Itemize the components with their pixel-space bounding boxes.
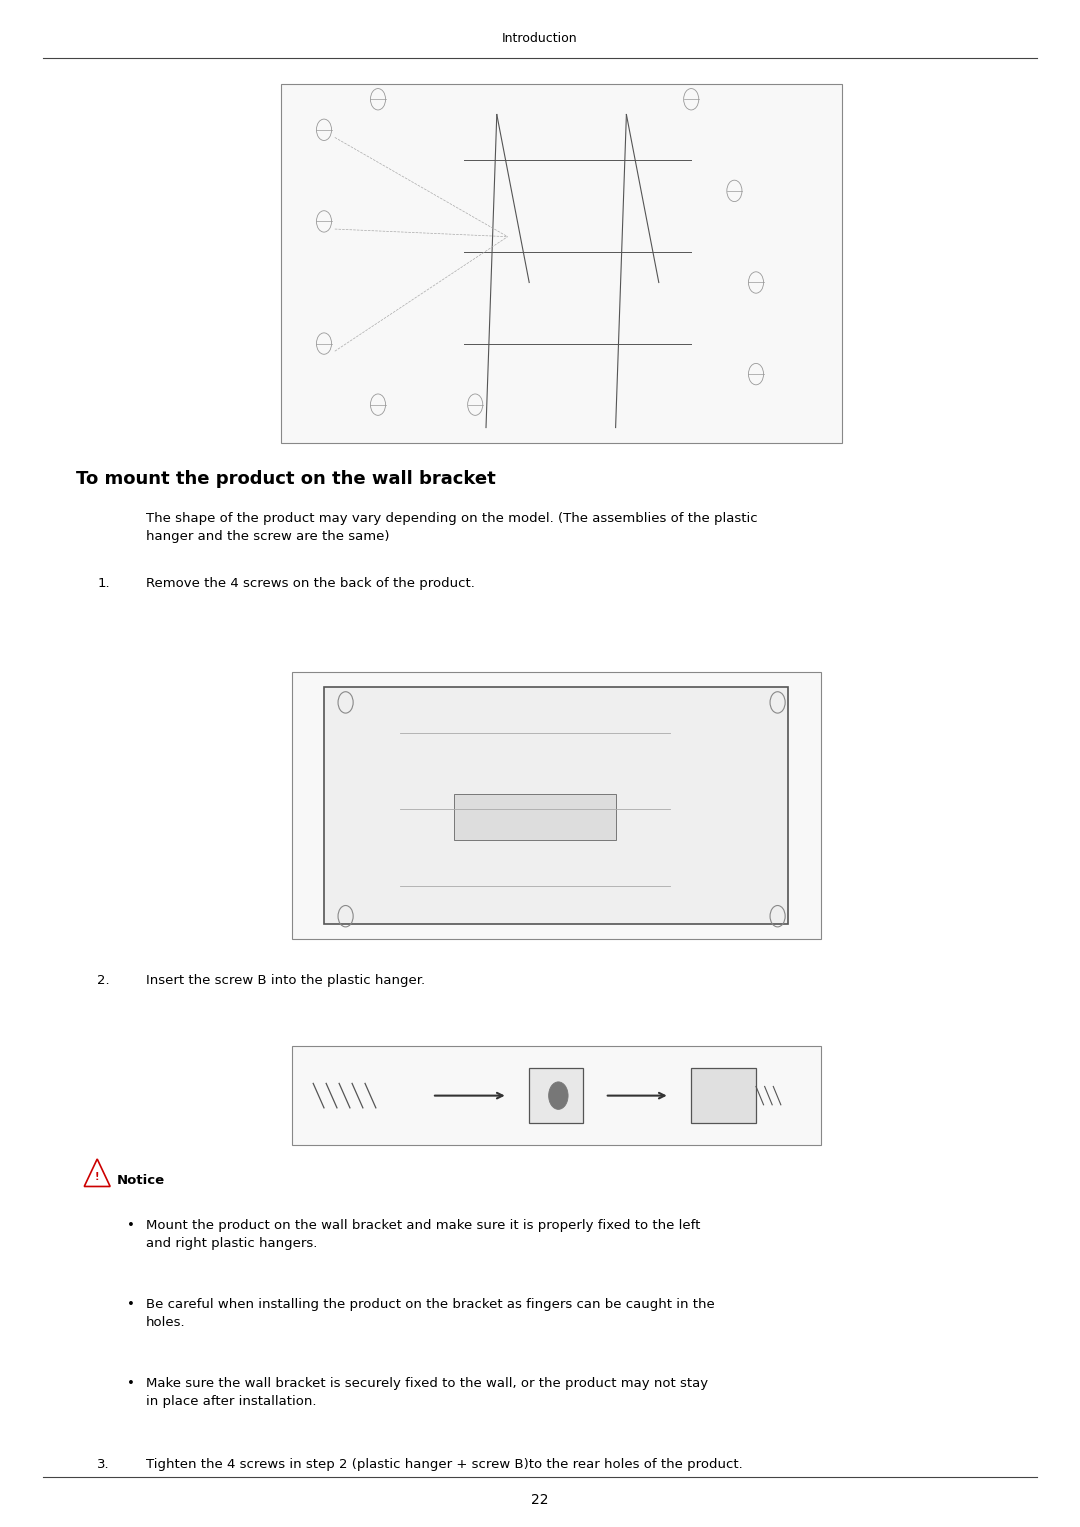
FancyBboxPatch shape [454,794,616,840]
Text: Insert the screw B into the plastic hanger.: Insert the screw B into the plastic hang… [146,974,424,988]
Polygon shape [84,1159,110,1186]
FancyBboxPatch shape [292,672,821,939]
Text: Notice: Notice [117,1174,165,1188]
Text: •: • [127,1377,135,1391]
Text: 3.: 3. [97,1458,110,1472]
Text: To mount the product on the wall bracket: To mount the product on the wall bracket [76,470,496,489]
Text: 2.: 2. [97,974,110,988]
Text: Make sure the wall bracket is securely fixed to the wall, or the product may not: Make sure the wall bracket is securely f… [146,1377,707,1408]
Text: The shape of the product may vary depending on the model. (The assemblies of the: The shape of the product may vary depend… [146,512,757,542]
FancyBboxPatch shape [281,84,842,443]
Text: Tighten the 4 screws in step 2 (plastic hanger + screw B)to the rear holes of th: Tighten the 4 screws in step 2 (plastic … [146,1458,743,1472]
Text: 22: 22 [531,1493,549,1507]
FancyBboxPatch shape [529,1069,583,1124]
FancyBboxPatch shape [292,1046,821,1145]
Text: 1.: 1. [97,577,110,591]
Text: Mount the product on the wall bracket and make sure it is properly fixed to the : Mount the product on the wall bracket an… [146,1219,700,1249]
Text: •: • [127,1298,135,1312]
Text: !: ! [95,1173,99,1182]
Text: Be careful when installing the product on the bracket as fingers can be caught i: Be careful when installing the product o… [146,1298,715,1328]
Circle shape [549,1081,568,1109]
Text: •: • [127,1219,135,1232]
FancyBboxPatch shape [691,1069,756,1124]
Text: Introduction: Introduction [502,32,578,44]
Text: Remove the 4 screws on the back of the product.: Remove the 4 screws on the back of the p… [146,577,475,591]
FancyBboxPatch shape [324,687,788,924]
